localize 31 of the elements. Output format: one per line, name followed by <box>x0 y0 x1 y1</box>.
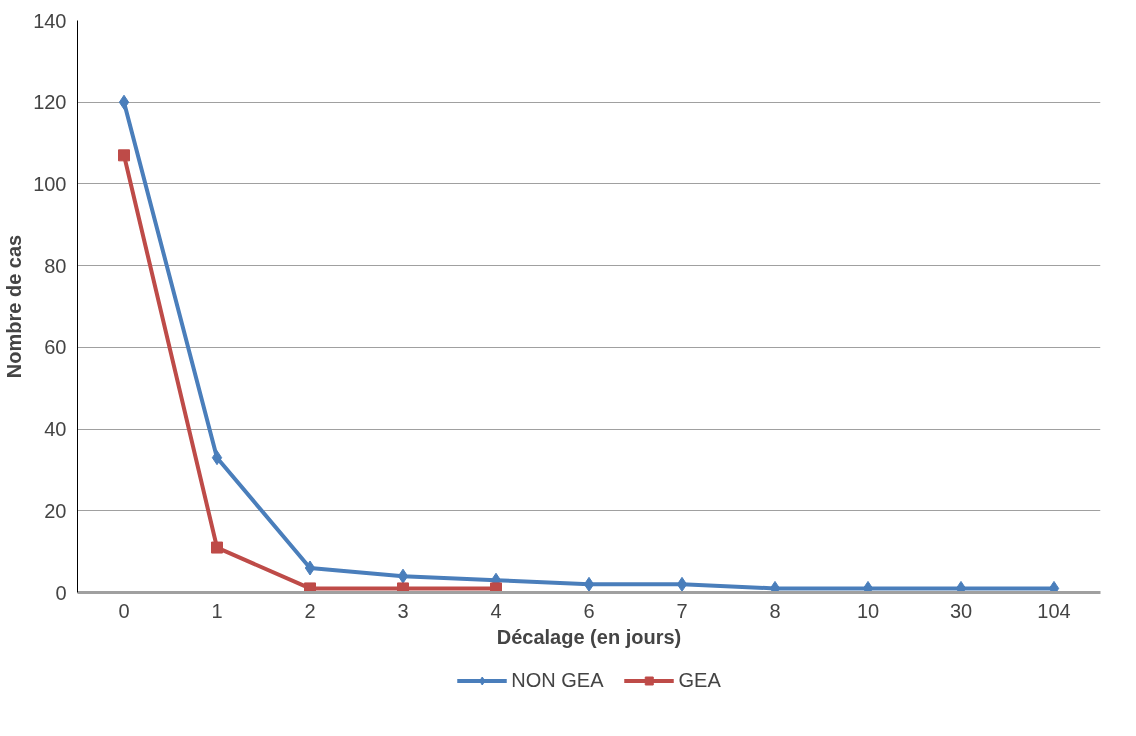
x-tick-label: 4 <box>490 599 502 622</box>
y-tick-label: 0 <box>55 581 67 604</box>
x-axis-title: Décalage (en jours) <box>496 625 682 648</box>
x-tick-label: 2 <box>304 599 316 622</box>
point <box>118 149 130 162</box>
x-tick-label: 104 <box>1037 599 1071 622</box>
point <box>676 576 688 592</box>
x-tick-label: 7 <box>676 599 688 622</box>
point <box>304 560 316 576</box>
legend-label: GEA <box>678 668 721 692</box>
x-tick-label: 6 <box>583 599 595 622</box>
point <box>211 450 223 466</box>
y-tick-label: 60 <box>44 336 67 359</box>
legend-label: NON GEA <box>511 668 604 692</box>
point <box>118 94 130 110</box>
x-tick-label: 3 <box>397 599 409 622</box>
point <box>583 576 595 592</box>
point <box>397 568 409 584</box>
x-tick-label: 10 <box>856 599 880 622</box>
y-tick-label: 40 <box>44 418 67 441</box>
x-tick-label: 8 <box>769 599 781 622</box>
y-tick-label: 140 <box>33 9 67 32</box>
y-tick-label: 80 <box>44 254 67 277</box>
y-tick-label: 20 <box>44 499 67 522</box>
x-tick-label: 1 <box>211 599 223 622</box>
point <box>211 541 223 554</box>
x-tick-label: 0 <box>118 599 130 622</box>
y-axis-title: Nombre de cas <box>3 234 26 379</box>
y-tick-label: 120 <box>33 91 67 114</box>
x-tick-label: 30 <box>949 599 973 622</box>
y-tick-label: 100 <box>33 172 67 195</box>
